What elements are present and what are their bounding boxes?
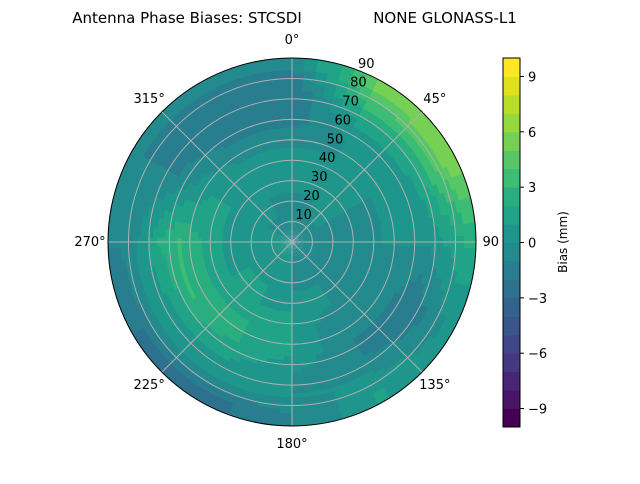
colorbar-band (503, 316, 520, 335)
contour-cell (165, 236, 170, 246)
colorbar-band (503, 58, 520, 77)
contour-cell (181, 237, 186, 246)
contour-cell (464, 236, 469, 250)
contour-cell (111, 234, 116, 248)
colorbar-tick-label: 9 (528, 70, 536, 85)
contour-cell (144, 235, 149, 247)
colorbar-band (503, 390, 520, 409)
contour-cell (439, 237, 444, 249)
contour-cell (116, 234, 121, 248)
contour-cell (447, 236, 452, 249)
contour-cell (443, 237, 448, 250)
colorbar-band (503, 224, 520, 243)
colorbar-band (503, 169, 520, 188)
radial-tick-label: 50 (327, 132, 344, 147)
colorbar-tick-label: 0 (528, 237, 536, 252)
contour-cell (402, 238, 407, 247)
angular-tick-label: 135° (419, 378, 450, 393)
contour-cell (136, 235, 141, 248)
angular-tick-label: 270° (74, 235, 105, 250)
contour-cell (406, 238, 411, 248)
colorbar-band (503, 113, 520, 132)
contour-cell (419, 237, 424, 248)
chart-title-left: Antenna Phase Biases: STCSDI (72, 9, 302, 27)
angular-tick-label: 45° (423, 92, 446, 107)
contour-cell (132, 235, 137, 248)
contour-cell (140, 235, 145, 247)
colorbar-band (503, 372, 520, 391)
contour-cell (394, 238, 399, 247)
contour-cell (161, 236, 166, 247)
polar-grid (108, 58, 476, 426)
contour-cell (435, 237, 440, 249)
contour-cell (459, 236, 464, 250)
contour-cell (427, 237, 432, 248)
angular-tick-label: 0° (285, 33, 300, 48)
colorbar-band (503, 353, 520, 372)
colorbar-tick-label: 3 (528, 181, 536, 196)
colorbar-tick-label: −3 (528, 292, 547, 307)
colorbar-band (503, 409, 520, 428)
colorbar-band (503, 335, 520, 354)
colorbar-band (503, 76, 520, 95)
contour-cell (124, 234, 129, 248)
contour-cell (415, 238, 420, 248)
colorbar-tick-label: 6 (528, 126, 536, 141)
contour-cell (173, 237, 178, 247)
radial-tick-label: 10 (295, 208, 312, 223)
colorbar-band (503, 150, 520, 169)
contour-cell (193, 238, 198, 246)
radial-tick-label: 30 (311, 170, 328, 185)
colorbar-band (503, 206, 520, 225)
angular-tick-label: 180° (276, 437, 307, 452)
radial-tick-label: 90 (358, 57, 375, 72)
contour-cell (185, 237, 190, 246)
contour-cell (120, 234, 125, 248)
radial-tick-label: 20 (303, 189, 320, 204)
colorbar-tick-label: −9 (528, 403, 547, 418)
colorbar-band (503, 187, 520, 206)
radial-tick-label: 40 (319, 151, 336, 166)
contour-cell (156, 236, 161, 247)
contour-cell (468, 236, 473, 250)
colorbar-band (503, 132, 520, 151)
colorbar: −9 −6 −3 0 3 6 9 (499, 56, 547, 429)
chart-title-right: NONE GLONASS-L1 (373, 9, 517, 27)
contour-cell (386, 239, 391, 247)
radial-tick-label: 70 (342, 95, 359, 110)
angular-tick-label: 225° (134, 378, 165, 393)
colorbar-band (503, 95, 520, 114)
colorbar-band (503, 298, 520, 317)
contour-cell (423, 237, 428, 248)
contour-cell (455, 236, 460, 250)
contour-cell (177, 237, 182, 246)
colorbar-band (503, 243, 520, 262)
colorbar-band (503, 261, 520, 280)
colorbar-label: Bias (mm) (556, 211, 570, 273)
angular-tick-label: 315° (134, 92, 165, 107)
colorbar-band (503, 279, 520, 298)
colorbar-tick-label: −6 (528, 347, 547, 362)
contour-cell (152, 236, 157, 247)
contour-cell (398, 238, 403, 247)
radial-tick-label: 60 (334, 113, 351, 128)
radial-tick-label: 80 (350, 76, 367, 91)
